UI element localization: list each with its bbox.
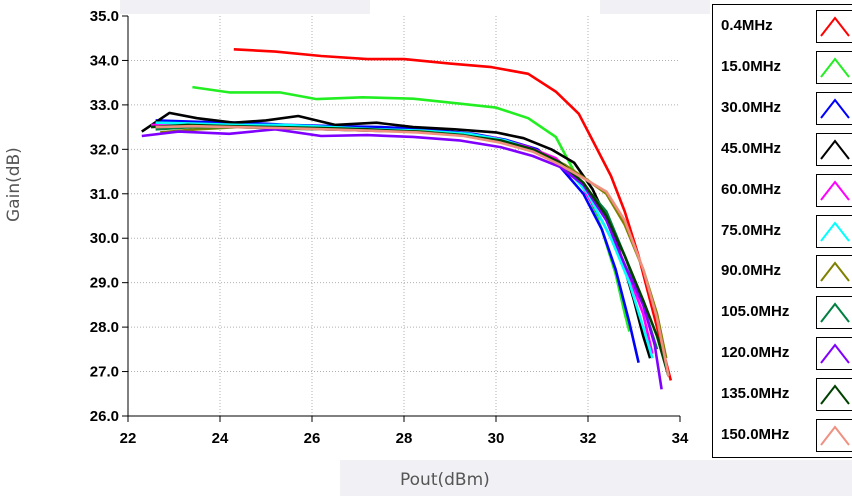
y-tick-label: 28.0: [90, 319, 119, 336]
legend-swatch: [816, 50, 852, 84]
x-tick-label: 28: [396, 430, 413, 447]
legend-item: 120.0MHz: [713, 332, 852, 373]
x-tick-label: 30: [488, 430, 505, 447]
series-line-90-0mhz: [160, 125, 668, 359]
legend-label: 90.0MHz: [721, 262, 782, 280]
legend-swatch: [816, 337, 852, 371]
legend-label: 150.0MHz: [721, 426, 790, 443]
y-tick-label: 32.0: [90, 141, 119, 158]
background-shape-right: [600, 0, 710, 14]
legend-label: 0.4MHz: [721, 17, 773, 34]
legend-swatch: [816, 214, 852, 248]
legend-label: 45.0MHz: [721, 139, 782, 157]
y-tick-label: 31.0: [90, 186, 119, 203]
x-tick-label: 34: [672, 430, 689, 447]
series-line-75-0mhz: [155, 121, 654, 359]
background-shape-left: [120, 0, 370, 14]
legend-item: 150.0MHz: [713, 414, 852, 455]
series-line-150-0mhz: [155, 124, 670, 377]
legend-swatch-glyph: [820, 16, 850, 37]
legend-item: 135.0MHz: [713, 373, 852, 414]
legend-swatch-glyph: [820, 261, 850, 283]
legend-swatch: [816, 378, 852, 412]
y-tick-label: 35.0: [90, 8, 119, 25]
legend-item: 30.0MHz: [713, 87, 852, 128]
legend-item: 75.0MHz: [713, 210, 852, 251]
x-tick-label: 32: [580, 430, 597, 447]
legend-swatch: [816, 255, 852, 289]
series-line-135-0mhz: [150, 123, 670, 377]
legend-swatch-glyph: [820, 57, 850, 78]
legend-item: 90.0MHz: [713, 250, 852, 291]
y-tick-label: 29.0: [90, 275, 119, 292]
legend-item: 105.0MHz: [713, 291, 852, 332]
legend-label: 120.0MHz: [721, 344, 790, 362]
legend: 0.4MHz 15.0MHz 30.0MHz 45.0MHz 60.0MHz 75.0MH…: [712, 4, 852, 458]
legend-swatch: [816, 91, 852, 125]
x-tick-label: 22: [120, 430, 137, 447]
legend-swatch-glyph: [820, 302, 850, 323]
y-tick-label: 33.0: [90, 97, 119, 114]
legend-swatch: [816, 173, 852, 207]
legend-swatch-glyph: [820, 425, 850, 446]
legend-label: 75.0MHz: [721, 221, 782, 239]
background-shape-bottom: [340, 460, 852, 496]
legend-item: 0.4MHz: [713, 5, 852, 46]
legend-swatch-glyph: [820, 179, 850, 201]
legend-item: 60.0MHz: [713, 169, 852, 210]
legend-label: 135.0MHz: [721, 385, 790, 403]
y-tick-label: 30.0: [90, 230, 119, 247]
y-tick-label: 26.0: [90, 408, 119, 425]
y-tick-label: 34.0: [90, 52, 119, 69]
legend-swatch: [816, 296, 852, 330]
legend-swatch-glyph: [820, 220, 850, 242]
x-tick-label: 24: [212, 430, 229, 447]
legend-swatch: [816, 132, 852, 166]
legend-swatch: [816, 10, 852, 43]
series-line-120-0mhz: [141, 128, 663, 390]
legend-item: 15.0MHz: [713, 46, 852, 87]
series-line-60-0mhz: [151, 123, 654, 355]
legend-label: 105.0MHz: [721, 303, 790, 321]
y-tick-label: 27.0: [90, 364, 119, 381]
y-axis-label: Gain(dB): [4, 147, 24, 222]
legend-label: 60.0MHz: [721, 180, 782, 198]
legend-swatch-glyph: [820, 343, 850, 364]
legend-swatch-glyph: [820, 98, 850, 119]
legend-item: 45.0MHz: [713, 128, 852, 169]
legend-swatch-glyph: [820, 139, 850, 160]
legend-label: 30.0MHz: [721, 98, 782, 116]
x-axis-label: Pout(dBm): [400, 470, 490, 490]
legend-swatch: [816, 419, 852, 452]
x-tick-label: 26: [304, 430, 321, 447]
legend-label: 15.0MHz: [721, 57, 782, 75]
legend-swatch-glyph: [820, 384, 850, 405]
